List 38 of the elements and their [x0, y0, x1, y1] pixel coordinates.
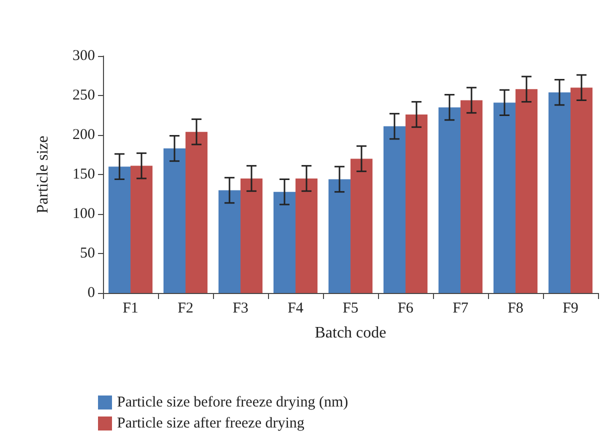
bar	[240, 178, 262, 293]
x-tick-label: F2	[178, 300, 194, 316]
x-tick-label: F5	[342, 300, 358, 316]
bar	[548, 92, 570, 293]
x-tick-label: F6	[398, 300, 414, 316]
y-tick-label: 0	[88, 285, 95, 301]
bar	[186, 132, 208, 293]
bar	[406, 114, 428, 293]
y-tick-label: 50	[80, 246, 95, 262]
x-tick-label: F3	[232, 300, 248, 316]
bar	[218, 190, 240, 293]
bar	[570, 88, 592, 293]
bar	[108, 166, 130, 293]
bar	[130, 166, 152, 293]
bar	[350, 158, 372, 293]
y-tick-label: 150	[72, 166, 95, 182]
bar	[460, 100, 482, 293]
y-tick-label: 200	[72, 127, 95, 143]
y-axis-title: Particle size	[34, 136, 52, 214]
bar	[516, 89, 538, 293]
bar	[384, 126, 406, 293]
x-tick-label: F7	[452, 300, 469, 316]
x-tick-label: F1	[122, 300, 138, 316]
y-tick-label: 250	[72, 88, 95, 104]
bar	[274, 192, 296, 293]
x-axis-title: Batch code	[314, 324, 386, 342]
y-tick-label: 100	[72, 206, 95, 222]
x-tick-label: F8	[508, 300, 524, 316]
bar	[164, 148, 186, 293]
y-tick-label: 300	[72, 48, 95, 64]
bar	[296, 178, 318, 293]
x-tick-label: F9	[562, 300, 578, 316]
bar	[438, 107, 460, 293]
bar	[328, 179, 350, 293]
legend-label: Particle size after freeze drying	[117, 416, 305, 432]
x-tick-label: F4	[288, 300, 304, 316]
bar	[494, 102, 516, 293]
legend-label: Particle size before freeze drying (nm)	[117, 394, 348, 410]
